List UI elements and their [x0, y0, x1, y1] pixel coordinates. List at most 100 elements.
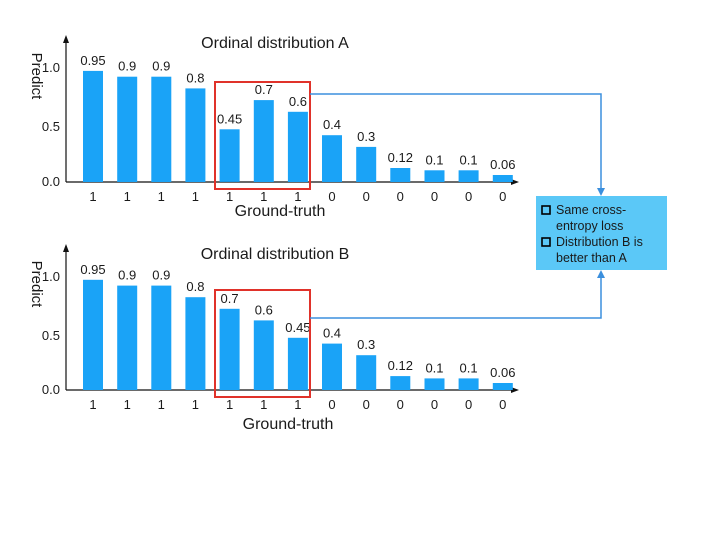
- annotation-item-1-line-1: Same cross-: [556, 203, 626, 217]
- chart-a-value-label-6: 0.7: [255, 82, 273, 97]
- chart-b-title: Ordinal distribution B: [201, 246, 350, 263]
- chart-b-y-axis-arrow: [63, 244, 69, 252]
- annotation-background: [536, 196, 667, 270]
- chart-b-category-label-13: 0: [499, 397, 506, 412]
- chart-a-category-label-6: 1: [260, 189, 267, 204]
- connector-b-arrowhead: [597, 270, 605, 278]
- chart-a-y-axis-arrow: [63, 35, 69, 43]
- chart-a-bar-12: [458, 170, 479, 182]
- chart-a-ytick-0: 0.0: [42, 174, 60, 189]
- chart-a-marks: 0.95 1 0.9 1 0.9 1 0.8 1 0.45 1 0.7 1 0.6 1 0.4 0 0.3 0 0.…: [80, 53, 515, 204]
- chart-a-category-label-13: 0: [499, 189, 506, 204]
- chart-b-bar-5: [219, 308, 240, 390]
- chart-a-category-label-9: 0: [363, 189, 370, 204]
- chart-a-value-label-12: 0.1: [460, 152, 478, 167]
- chart-b-value-label-11: 0.1: [425, 360, 443, 375]
- connectors: [310, 93, 605, 319]
- chart-a-value-label-11: 0.1: [425, 152, 443, 167]
- chart-a-bar-5: [219, 129, 240, 182]
- chart-b-category-label-7: 1: [294, 397, 301, 412]
- chart-b-ytick-2: 1.0: [42, 269, 60, 284]
- chart-a-bar-11: [424, 170, 445, 182]
- chart-b-x-axis-arrow: [511, 387, 519, 393]
- chart-b-value-label-6: 0.6: [255, 302, 273, 317]
- chart-b-x-axis-label: Ground-truth: [243, 416, 334, 433]
- chart-a-bar-3: [151, 76, 172, 182]
- chart-b-category-label-10: 0: [397, 397, 404, 412]
- chart-a-category-label-4: 1: [192, 189, 199, 204]
- chart-b-value-label-3: 0.9: [152, 268, 170, 283]
- chart-a-ytick-2: 1.0: [42, 60, 60, 75]
- chart-b-bar-7: [287, 337, 308, 390]
- chart-a-title: Ordinal distribution A: [201, 35, 349, 52]
- chart-b-highlight-box: [214, 289, 311, 398]
- chart-b-category-label-11: 0: [431, 397, 438, 412]
- chart-b: Ordinal distribution B Predict Ground-tr…: [28, 244, 519, 433]
- chart-b-value-label-13: 0.06: [490, 365, 515, 380]
- chart-a: Ordinal distribution A Predict Ground-tr…: [28, 35, 519, 220]
- chart-b-category-label-9: 0: [363, 397, 370, 412]
- chart-a-bar-2: [117, 76, 138, 182]
- chart-b-category-label-6: 1: [260, 397, 267, 412]
- chart-a-value-label-13: 0.06: [490, 157, 515, 172]
- annotation-item-1-checkbox: [541, 205, 551, 215]
- chart-a-category-label-11: 0: [431, 189, 438, 204]
- annotation-item-1-line-2: entropy loss: [556, 219, 623, 233]
- chart-b-bar-8: [322, 343, 342, 390]
- chart-a-category-label-2: 1: [124, 189, 131, 204]
- connector-b: [310, 276, 602, 319]
- chart-b-category-label-12: 0: [465, 397, 472, 412]
- chart-b-value-label-1: 0.95: [80, 262, 105, 277]
- chart-a-bar-1: [83, 70, 103, 182]
- chart-a-value-label-5: 0.45: [217, 111, 242, 126]
- chart-b-marks: 0.95 1 0.9 1 0.9 1 0.8 1 0.7 1 0.6 1 0.45 1 0.4 0 0.3 0 0.…: [80, 262, 515, 412]
- chart-b-bar-12: [458, 378, 479, 390]
- connector-a: [310, 93, 602, 190]
- chart-b-y-axis-label: Predict: [28, 261, 45, 309]
- chart-a-bar-8: [322, 135, 342, 182]
- chart-b-value-label-12: 0.1: [460, 360, 478, 375]
- chart-b-value-label-2: 0.9: [118, 268, 136, 283]
- chart-a-value-label-9: 0.3: [357, 129, 375, 144]
- chart-b-value-label-5: 0.7: [221, 291, 239, 306]
- chart-b-value-label-9: 0.3: [357, 337, 375, 352]
- chart-b-bar-9: [356, 355, 377, 390]
- chart-a-bar-13: [492, 175, 513, 182]
- chart-b-category-label-1: 1: [89, 397, 96, 412]
- chart-a-bar-10: [390, 168, 411, 182]
- chart-a-category-label-10: 0: [397, 189, 404, 204]
- chart-b-category-label-5: 1: [226, 397, 233, 412]
- chart-a-value-label-3: 0.9: [152, 59, 170, 74]
- annotation-item-2-line-2: better than A: [556, 251, 628, 265]
- chart-a-category-label-5: 1: [226, 189, 233, 204]
- chart-b-value-label-10: 0.12: [388, 358, 413, 373]
- chart-a-bar-7: [287, 111, 308, 182]
- chart-b-value-label-4: 0.8: [186, 279, 204, 294]
- chart-b-category-label-8: 0: [328, 397, 335, 412]
- chart-a-value-label-1: 0.95: [80, 53, 105, 68]
- chart-a-category-label-8: 0: [328, 189, 335, 204]
- chart-a-bar-9: [356, 146, 377, 182]
- chart-a-value-label-8: 0.4: [323, 117, 341, 132]
- chart-a-value-label-7: 0.6: [289, 94, 307, 109]
- chart-b-value-label-8: 0.4: [323, 326, 341, 341]
- annotation-item-2-checkbox: [541, 237, 551, 247]
- chart-a-category-label-3: 1: [158, 189, 165, 204]
- chart-a-value-label-2: 0.9: [118, 59, 136, 74]
- chart-a-x-axis-arrow: [511, 179, 519, 185]
- chart-a-x-axis-label: Ground-truth: [235, 203, 326, 220]
- chart-a-value-label-4: 0.8: [186, 70, 204, 85]
- chart-b-bar-6: [253, 320, 274, 390]
- chart-b-bar-10: [390, 376, 411, 390]
- chart-b-bar-3: [151, 285, 172, 390]
- chart-a-highlight-box: [214, 81, 311, 190]
- connector-a-arrowhead: [597, 188, 605, 196]
- chart-b-ytick-0: 0.0: [42, 382, 60, 397]
- chart-b-category-label-4: 1: [192, 397, 199, 412]
- chart-a-category-label-7: 1: [294, 189, 301, 204]
- chart-b-bar-13: [492, 383, 513, 390]
- chart-b-category-label-3: 1: [158, 397, 165, 412]
- chart-b-ytick-1: 0.5: [42, 328, 60, 343]
